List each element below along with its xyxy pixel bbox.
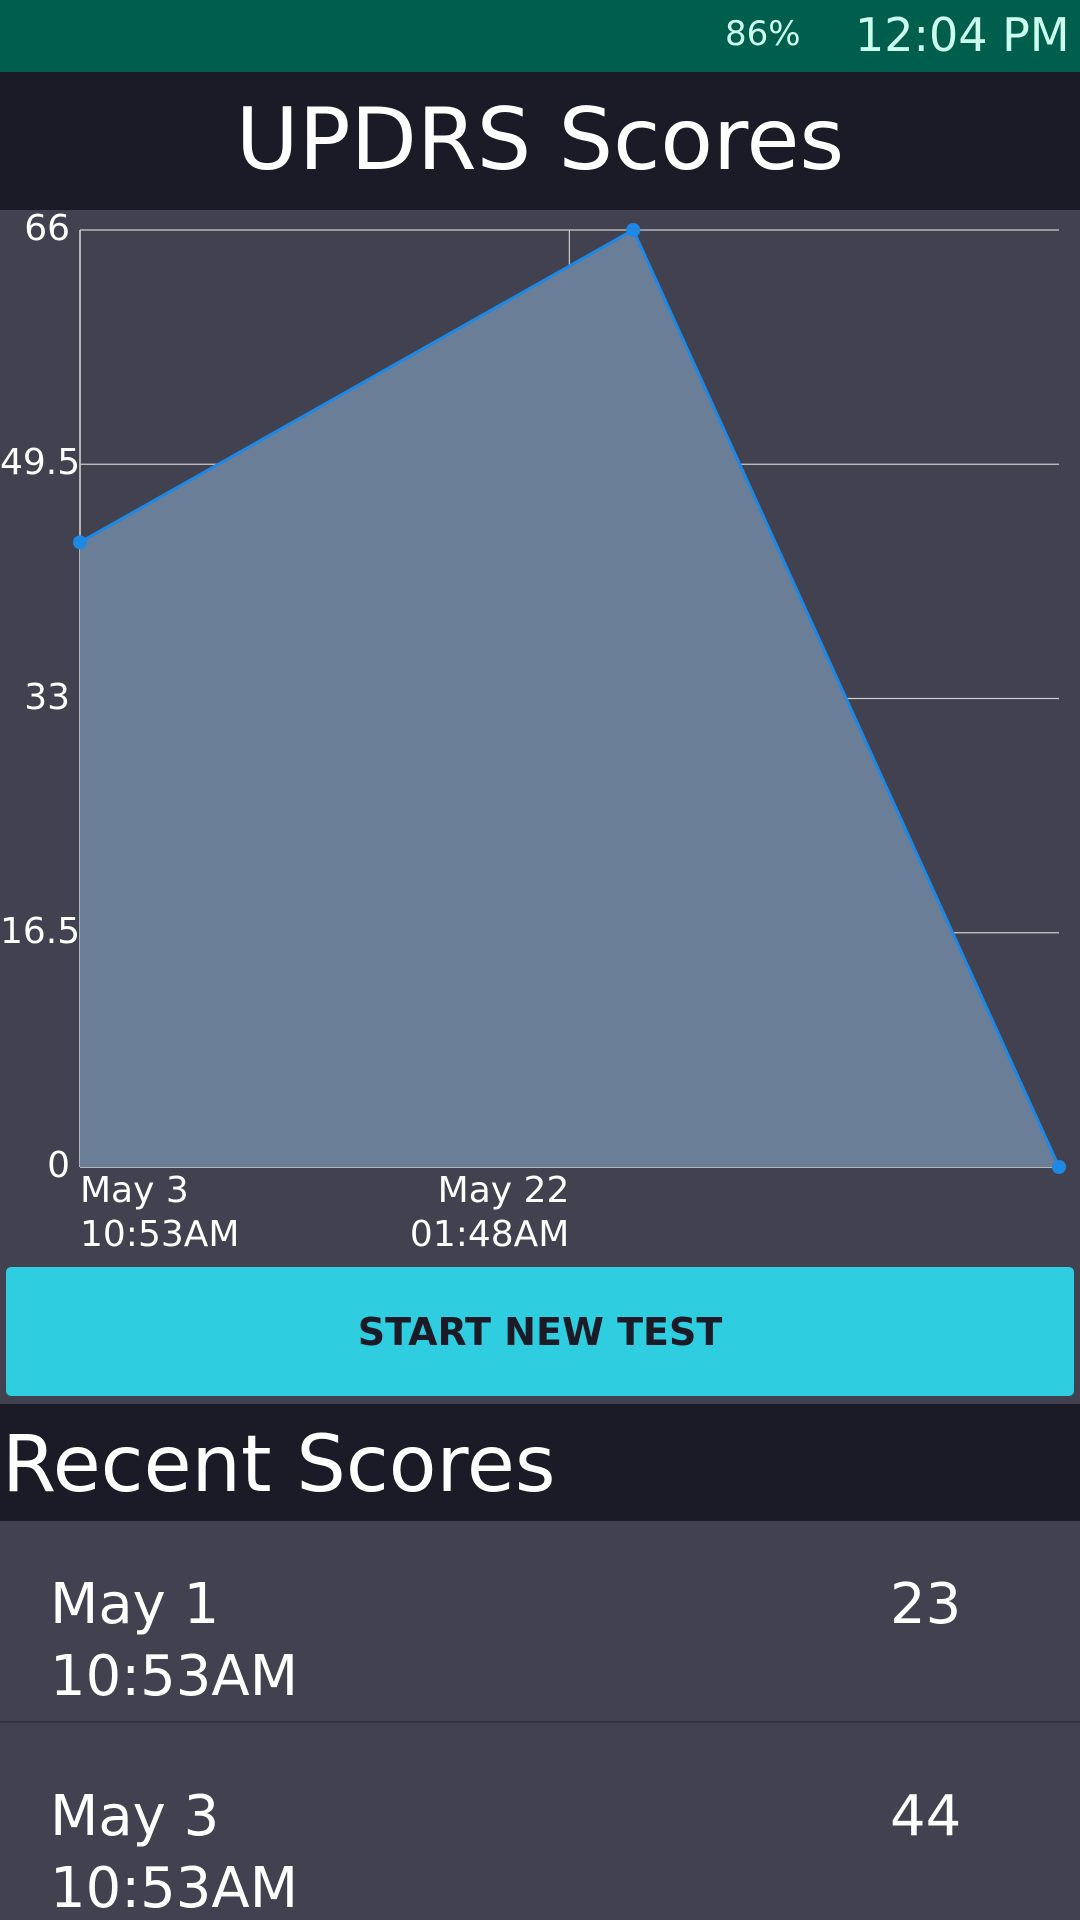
status-bar: 86% 12:04 PM	[0, 0, 1080, 72]
area-fill	[80, 230, 1059, 1167]
item-time: 10:53AM	[50, 1644, 299, 1709]
start-button[interactable]: START NEW TEST	[6, 1267, 1074, 1396]
x-tick-label: May 22 01:48AM	[409, 1170, 570, 1255]
y-tick-label: 66	[24, 208, 70, 249]
score-item[interactable]: May 3 10:53AM 44	[0, 1733, 1080, 1920]
chart	[73, 223, 1066, 1174]
y-tick-label: 49.5	[0, 442, 81, 484]
item-score: 44	[890, 1784, 962, 1849]
score-item[interactable]: May 1 10:53AM 23	[0, 1521, 1080, 1723]
y-tick-label: 16.5	[0, 910, 81, 952]
y-tick-label: 0	[47, 1145, 70, 1186]
item-score: 23	[890, 1572, 962, 1637]
item-time: 10:53AM	[50, 1856, 299, 1920]
y-tick-label: 33	[24, 676, 70, 718]
item-date: May 1	[50, 1572, 220, 1637]
battery: 86%	[725, 14, 801, 54]
x-tick-label: May 3 10:53AM	[80, 1170, 240, 1255]
item-date: May 3	[50, 1784, 220, 1849]
point	[626, 223, 641, 237]
title-bar: UPDRS Scores	[0, 72, 1080, 210]
point	[73, 535, 87, 550]
title: UPDRS Scores	[235, 90, 845, 190]
clock: 12:04 PM	[855, 8, 1070, 62]
point	[1052, 1160, 1066, 1174]
section-header: Recent Scores	[0, 1404, 1080, 1521]
section-title: Recent Scores	[2, 1420, 556, 1510]
